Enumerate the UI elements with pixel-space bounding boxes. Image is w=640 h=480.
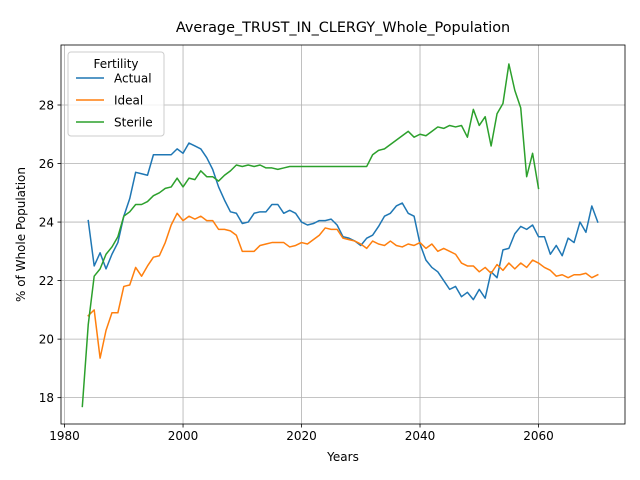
x-tick-label: 1980	[49, 429, 80, 443]
y-axis-title: % of Whole Population	[14, 167, 28, 302]
chart-title: Average_TRUST_IN_CLERGY_Whole_Population	[176, 20, 510, 36]
legend: Fertility Actual Ideal Sterile	[67, 51, 165, 137]
y-tick-label: 24	[39, 215, 54, 229]
x-tick-label: 2060	[523, 429, 554, 443]
y-tick-label: 18	[39, 391, 54, 405]
y-tick-label: 20	[39, 332, 54, 346]
x-tick-label: 2040	[405, 429, 436, 443]
legend-label-ideal: Ideal	[114, 93, 143, 107]
x-tick-label: 2000	[168, 429, 199, 443]
plot-frame	[60, 44, 626, 425]
series-line-actual	[87, 142, 599, 301]
y-tick-label: 22	[39, 274, 54, 288]
x-axis: 1980 2000 2020 2040 2060	[49, 424, 554, 443]
legend-label-sterile: Sterile	[114, 115, 153, 129]
legend-title: Fertility	[93, 57, 138, 71]
x-tick-label: 2020	[286, 429, 317, 443]
series-layer	[81, 63, 599, 408]
x-axis-title: Years	[326, 450, 359, 464]
legend-items: Actual Ideal Sterile	[76, 71, 153, 129]
grid	[61, 45, 625, 424]
series-line-ideal	[87, 212, 599, 359]
legend-box	[67, 51, 165, 137]
legend-label-actual: Actual	[114, 71, 152, 85]
series-line-sterile	[81, 63, 540, 408]
y-tick-label: 26	[39, 157, 54, 171]
y-tick-label: 28	[39, 98, 54, 112]
y-axis: 18 20 22 24 26 28	[39, 98, 61, 405]
